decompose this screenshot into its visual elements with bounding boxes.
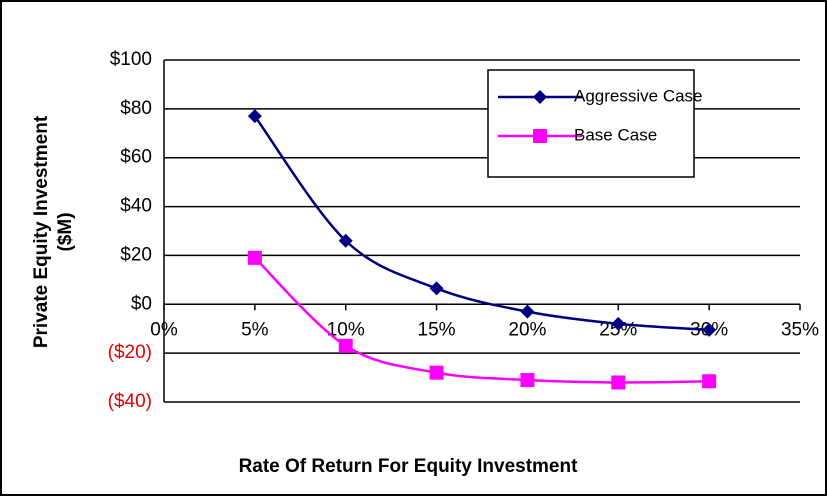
- y-axis-title: Private Equity Investment ($M): [31, 115, 76, 348]
- x-tick-label: 5%: [241, 319, 269, 340]
- marker: [338, 233, 353, 248]
- x-axis-title: Rate Of Return For Equity Investment: [239, 456, 579, 477]
- marker: [429, 281, 444, 296]
- marker: [338, 338, 353, 353]
- y-tick-label: ($40): [108, 391, 152, 412]
- x-tick-label: 10%: [327, 319, 365, 340]
- y-axis-title-line: Private Equity Investment: [31, 115, 52, 348]
- marker: [702, 374, 717, 389]
- y-tick-label: $60: [120, 147, 152, 168]
- marker: [702, 322, 717, 337]
- marker: [533, 129, 547, 143]
- x-tick-label: 15%: [418, 319, 456, 340]
- marker: [520, 373, 535, 388]
- y-tick-label: $0: [131, 293, 152, 314]
- marker: [429, 365, 444, 380]
- marker: [247, 250, 262, 265]
- marker: [533, 90, 547, 104]
- x-tick-label: 0%: [150, 319, 178, 340]
- y-tick-label: $20: [120, 244, 152, 265]
- legend-box: [487, 69, 695, 178]
- marker: [611, 316, 626, 331]
- y-tick-label: ($20): [108, 342, 152, 363]
- y-tick-label: $80: [120, 98, 152, 119]
- marker: [611, 375, 626, 390]
- y-axis-title-line: ($M): [55, 212, 76, 251]
- y-tick-label: $100: [110, 49, 152, 70]
- x-tick-label: 20%: [508, 319, 546, 340]
- y-tick-label: $40: [120, 196, 152, 217]
- marker: [247, 109, 262, 124]
- x-tick-label: 35%: [781, 319, 819, 340]
- legend-label: Aggressive Case: [574, 86, 703, 105]
- marker: [520, 304, 535, 319]
- legend-label: Base Case: [574, 125, 657, 144]
